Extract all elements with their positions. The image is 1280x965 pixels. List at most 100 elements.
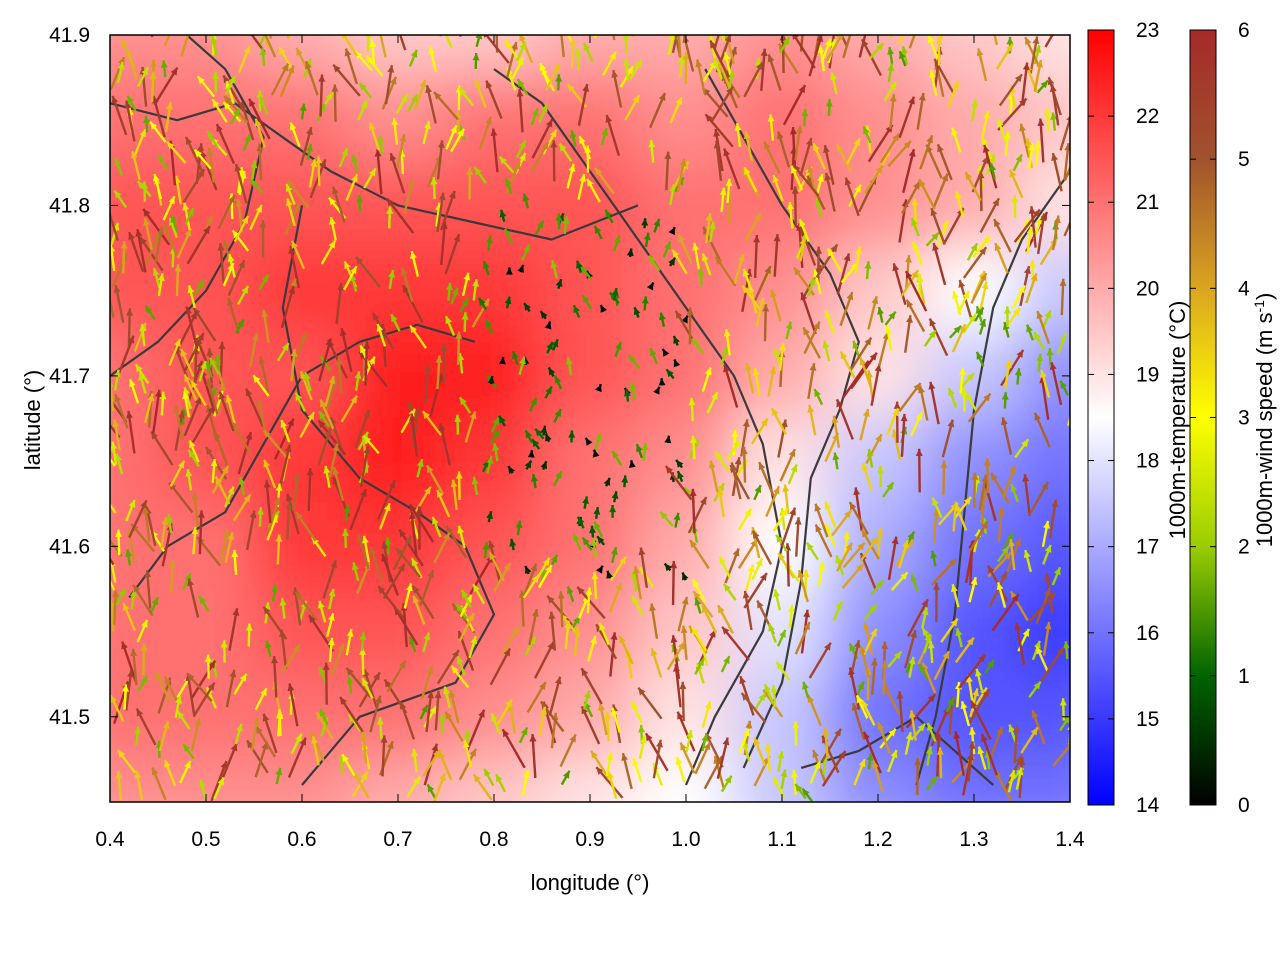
x-tick-label: 0.6 <box>287 828 316 851</box>
x-tick-label: 1.3 <box>959 828 988 851</box>
temperature-cell <box>445 247 543 334</box>
wind-arrow-head <box>1060 10 1067 18</box>
y-tick-label: 41.9 <box>49 24 90 47</box>
wind-arrow <box>288 8 295 39</box>
wind-label-end: ) <box>1252 293 1277 300</box>
colorbar-tick-label: 19 <box>1136 363 1159 386</box>
x-tick-label: 0.4 <box>95 828 125 851</box>
colorbar-tick-label: 0 <box>1238 794 1250 817</box>
wind-arrow <box>296 16 303 36</box>
wind-arrow-shaft <box>296 16 302 36</box>
colorbar-tick-label: 14 <box>1136 794 1160 817</box>
wind-arrow-head <box>172 16 178 24</box>
colorbar-tick-label: 22 <box>1136 105 1159 128</box>
x-tick-label: 1.0 <box>671 828 700 851</box>
wind-label-sup: -1 <box>1251 300 1267 313</box>
temperature-cell <box>157 588 255 675</box>
wind-arrow-head <box>1073 147 1079 155</box>
wind-arrow-head <box>557 22 564 30</box>
wind-arrow-head <box>391 11 398 19</box>
colorbar-tick-label: 2 <box>1238 536 1250 559</box>
wind-arrow-head <box>97 430 104 438</box>
wind-arrow-head <box>601 15 608 23</box>
wind-arrow-head <box>885 16 892 24</box>
x-tick-label: 1.4 <box>1055 828 1085 851</box>
wind-label-main: 1000m-wind speed (m s <box>1252 313 1277 548</box>
wind-arrow-shaft <box>448 0 460 37</box>
wind-arrow-head <box>676 15 683 23</box>
y-tick-label: 41.5 <box>49 706 90 729</box>
wind-arrow <box>447 0 460 37</box>
temperature-colorbar-label: 1000m-temperature (°C) <box>1165 301 1190 540</box>
wind-arrow-head <box>941 15 948 23</box>
wind-arrow-head <box>239 18 246 26</box>
wind-arrow-head <box>831 25 838 33</box>
wind-arrow-head <box>1074 201 1080 209</box>
temperature-cell <box>541 418 639 505</box>
wind-arrow-head <box>297 16 304 24</box>
wind-arrow-head <box>817 17 824 25</box>
wind-arrow-head <box>93 404 100 412</box>
wind-arrow-head <box>447 0 454 7</box>
colorbar-tick-label: 23 <box>1136 19 1159 42</box>
wind-arrow-head <box>101 491 108 499</box>
y-tick-label: 41.7 <box>49 365 90 388</box>
wind-arrow-head <box>607 5 614 13</box>
wind-arrow-shaft <box>595 15 608 37</box>
wind-arrow-head <box>805 19 811 27</box>
wind-arrow-head <box>830 12 836 20</box>
temperature-cell <box>157 332 255 419</box>
wind-arrow-head <box>720 12 727 20</box>
wind-arrow-head <box>264 5 271 13</box>
wind-arrow-head <box>800 13 807 20</box>
y-tick-label: 41.8 <box>49 194 90 217</box>
wind-arrow-head <box>449 1 455 9</box>
temperature-colorbar <box>1088 30 1114 805</box>
colorbar-tick-label: 15 <box>1136 708 1159 731</box>
x-tick-label: 0.7 <box>383 828 412 851</box>
colorbar-tick-label: 17 <box>1136 536 1159 559</box>
temperature-cell <box>925 588 1023 675</box>
x-tick-label: 1.1 <box>767 828 796 851</box>
x-tick-label: 0.9 <box>575 828 604 851</box>
wind-arrow-head <box>636 20 643 28</box>
wind-arrow-head <box>261 25 267 33</box>
wind-arrow <box>805 19 813 35</box>
x-tick-label: 0.8 <box>479 828 508 851</box>
colorbar-tick-label: 6 <box>1238 19 1250 42</box>
temperature-cell <box>157 418 255 505</box>
x-axis-label: longitude (°) <box>531 870 650 895</box>
wind-arrow-shaft <box>632 20 643 37</box>
wind-arrow-head <box>185 25 192 33</box>
colorbar-tick-label: 3 <box>1238 407 1250 430</box>
y-axis-label: latitude (°) <box>20 370 45 471</box>
wind-arrow-head <box>675 23 682 30</box>
wind-arrow-shaft <box>125 2 152 37</box>
wind-arrow-head <box>865 15 872 23</box>
colorbar-tick-label: 20 <box>1136 277 1159 300</box>
wind-arrow <box>632 20 643 37</box>
wind-arrow-shaft <box>267 5 271 39</box>
wind-arrow-head <box>848 23 855 31</box>
wind-arrow-shaft <box>368 29 369 51</box>
wind-colorbar-label: 1000m-wind speed (m s-1) <box>1251 293 1277 548</box>
temperature-cell <box>637 332 735 419</box>
wind-arrow-head <box>559 21 566 29</box>
wind-arrow-head <box>100 528 107 536</box>
colorbar-tick-label: 4 <box>1238 277 1250 300</box>
colorbar-tick-label: 18 <box>1136 450 1159 473</box>
wind-arrow <box>595 15 608 37</box>
wind-arrow-head <box>916 15 923 23</box>
wind-arrow-head <box>100 445 107 453</box>
wind-arrow-shaft <box>288 8 293 39</box>
x-tick-label: 0.5 <box>191 828 220 851</box>
wind-arrow-head <box>905 18 911 26</box>
colorbar-tick-label: 1 <box>1238 665 1250 688</box>
wind-arrow <box>440 1 455 36</box>
wind-arrow-head <box>288 8 295 16</box>
wind-arrow-head <box>493 15 500 22</box>
y-tick-label: 41.6 <box>49 535 90 558</box>
wind-arrow-shaft <box>440 1 455 36</box>
wind-arrow-head <box>988 13 995 21</box>
